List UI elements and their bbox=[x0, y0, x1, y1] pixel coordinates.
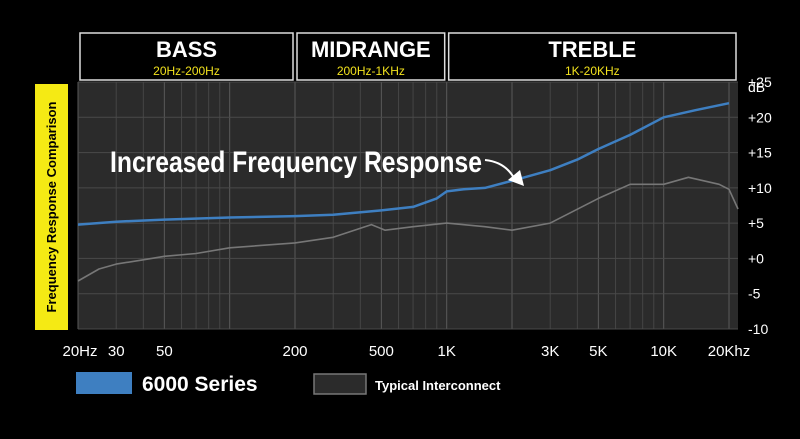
side-label-box bbox=[35, 84, 68, 330]
y-tick-label-10: +10 bbox=[748, 180, 772, 196]
legend-label-6000-series: 6000 Series bbox=[142, 373, 258, 396]
x-tick-label-200: 200 bbox=[282, 343, 307, 360]
y-axis-unit-label: dB bbox=[748, 79, 765, 95]
band-title-bass: BASS bbox=[156, 37, 217, 62]
x-tick-label-1k: 1K bbox=[438, 343, 456, 360]
band-range-treble: 1K-20KHz bbox=[565, 64, 620, 78]
series-line-6000-series bbox=[77, 101, 730, 226]
x-axis-ticks: 20Hz 30 50 200 500 1K 3K 5K 10K 20Khz bbox=[62, 343, 750, 360]
x-tick-label-50: 50 bbox=[156, 343, 173, 360]
y-tick-label-20: +20 bbox=[748, 109, 772, 125]
frequency-bands: BASS 20Hz-200Hz MIDRANGE 200Hz-1KHz TREBLE 1K… bbox=[79, 32, 737, 81]
side-label: Frequency Response Comparison bbox=[44, 101, 59, 312]
horizontal-gridlines bbox=[78, 81, 738, 330]
x-tick-label-20hz: 20Hz bbox=[62, 343, 97, 360]
x-tick-label-30: 30 bbox=[108, 343, 125, 360]
band-box-bass bbox=[79, 32, 294, 81]
y-tick-label-25: +25 bbox=[748, 74, 772, 90]
series-line-typical-interconnect bbox=[77, 176, 739, 282]
band-box-treble bbox=[447, 32, 737, 81]
plot-background bbox=[78, 82, 738, 329]
x-tick-label-3k: 3K bbox=[541, 343, 559, 360]
y-tick-label-0: +0 bbox=[748, 250, 764, 266]
annotation-arrowhead bbox=[508, 170, 524, 186]
series-lines bbox=[77, 101, 739, 282]
y-tick-label-15: +15 bbox=[748, 145, 772, 161]
annotation-text: Increased Frequency Response bbox=[110, 146, 482, 179]
x-tick-label-20khz: 20Khz bbox=[708, 343, 751, 360]
band-box-midrange bbox=[296, 32, 446, 81]
band-range-midrange: 200Hz-1KHz bbox=[337, 64, 405, 78]
band-title-midrange: MIDRANGE bbox=[311, 37, 431, 62]
x-tick-label-500: 500 bbox=[369, 343, 394, 360]
x-tick-label-5k: 5K bbox=[589, 343, 607, 360]
y-axis-ticks: +25 +20 +15 +10 +5 +0 -5 -10 bbox=[748, 74, 772, 337]
annotation-arrow bbox=[484, 159, 515, 179]
y-tick-label-5: +5 bbox=[748, 215, 764, 231]
band-range-bass: 20Hz-200Hz bbox=[153, 64, 220, 78]
legend-swatch-6000-series bbox=[76, 372, 132, 394]
legend: 6000 Series Typical Interconnect bbox=[76, 372, 501, 396]
y-tick-label-10: -10 bbox=[748, 321, 768, 337]
x-tick-label-10k: 10K bbox=[650, 343, 677, 360]
vertical-gridlines bbox=[77, 82, 730, 329]
band-title-treble: TREBLE bbox=[548, 37, 636, 62]
y-tick-label-5: -5 bbox=[748, 286, 761, 302]
legend-swatch-typical-interconnect bbox=[313, 373, 367, 395]
legend-label-typical-interconnect: Typical Interconnect bbox=[375, 378, 501, 393]
